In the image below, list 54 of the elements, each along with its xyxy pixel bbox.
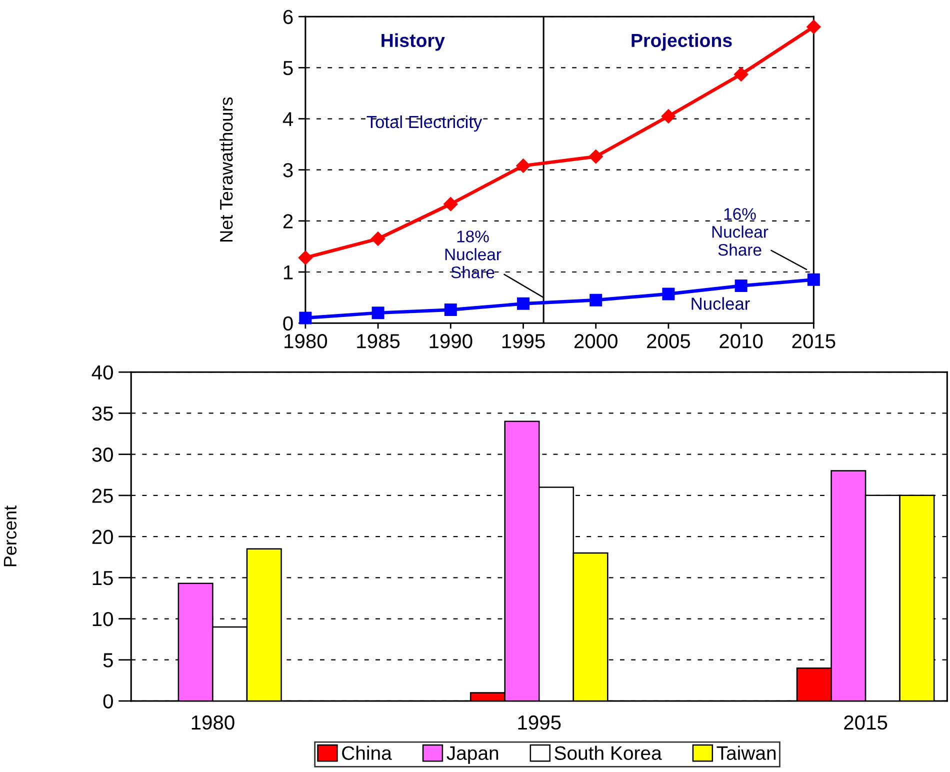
y-tick-label: 0	[283, 316, 293, 331]
y-tick-label: 3	[283, 163, 293, 178]
x-tick-label: 1985	[357, 334, 400, 348]
point	[734, 67, 748, 82]
y-tick-label: 20	[92, 530, 113, 544]
legend-label: Japan	[446, 746, 498, 764]
x-tick-label: 1995	[502, 334, 545, 348]
point	[806, 20, 821, 34]
point	[444, 304, 457, 316]
legend-label: South Korea	[554, 746, 662, 760]
point	[370, 232, 386, 246]
point	[734, 280, 748, 292]
y-tick-label: 4	[282, 112, 294, 126]
y-axis-title: Percent	[4, 506, 17, 566]
y-tick-label: 5	[283, 61, 293, 76]
point	[298, 250, 313, 265]
y-tick-label: 5	[103, 653, 113, 668]
x-tick-label: 2010	[720, 334, 763, 348]
y-tick-label: 0	[103, 694, 113, 708]
y-tick-label: 2	[283, 214, 293, 228]
point	[372, 306, 384, 320]
x-tick-label: 1990	[430, 334, 472, 348]
y-tick-label: 1	[284, 265, 293, 280]
x-tick-label: 1980	[284, 334, 328, 348]
point	[662, 288, 675, 300]
point	[807, 273, 820, 286]
annotation: 16% Nuclear Share	[712, 208, 768, 256]
y-tick-label: 40	[92, 365, 113, 380]
annotation: History	[382, 33, 445, 51]
legend-label: China	[342, 746, 392, 760]
annotation: 18% Nuclear Share	[445, 230, 502, 278]
y-tick-label: 35	[92, 406, 113, 421]
series-label: Nuclear	[692, 297, 750, 310]
x-tick-label: 1980	[192, 715, 234, 730]
point	[588, 149, 603, 164]
x-tick-label: 2005	[647, 334, 690, 348]
y-axis-title: Net Terawatthours	[219, 97, 233, 242]
x-tick-label: 2015	[792, 334, 836, 348]
y-tick-label: 30	[92, 448, 113, 462]
point	[590, 294, 602, 306]
text: Total Electricity	[366, 115, 482, 132]
x-tick-label: 2015	[844, 715, 888, 730]
y-tick-label: 25	[92, 488, 113, 503]
x-tick-label: 1995	[518, 715, 561, 730]
y-tick-label: 6	[283, 10, 293, 24]
annotation: Projections	[632, 33, 732, 51]
x-tick-label: 2000	[574, 334, 618, 348]
point	[516, 297, 530, 310]
y-tick-label: 10	[92, 612, 113, 626]
point	[516, 158, 530, 173]
point	[444, 196, 458, 212]
y-tick-label: 15	[92, 571, 113, 586]
point	[661, 109, 676, 124]
legend-label: Taiwan	[716, 746, 776, 760]
